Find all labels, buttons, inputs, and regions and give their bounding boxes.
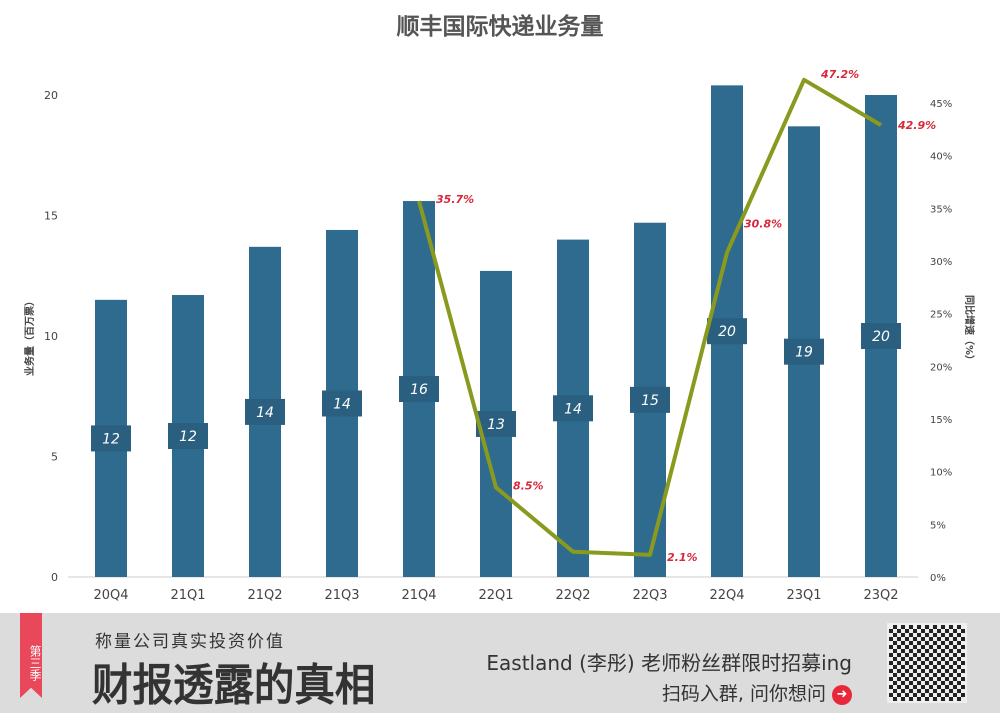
y2-tick-label: 45% [930,99,952,110]
bar-label: 15 [641,393,659,409]
y2-tick-label: 15% [930,415,952,426]
bar-label: 20 [872,329,890,345]
y-tick-label: 15 [44,210,58,223]
y-tick-label: 5 [51,451,58,464]
growth-label: 8.5% [513,479,544,492]
bar-label: 14 [333,396,351,412]
growth-label: 47.2% [820,68,859,81]
promo-banner: 第三季 称量公司真实投资价值 财报透露的真相 Eastland (李彤) 老师粉… [0,613,1000,713]
bar-label-box [707,318,747,345]
scan-text: 扫码入群, 问你想问 ➜ [662,679,852,706]
banner-subtitle: 称量公司真实投资价值 [95,632,285,652]
x-tick-label: 20Q4 [93,588,128,603]
bar-label: 13 [487,417,505,433]
season-ribbon: 第三季 [20,613,42,698]
bar-label: 16 [410,382,428,398]
y2-tick-label: 5% [930,520,946,531]
x-tick-label: 22Q4 [709,588,744,603]
bar-label-box [784,338,824,365]
banner-title: 财报透露的真相 [92,660,376,711]
bar-label-box [861,323,901,349]
bar-label: 12 [102,431,120,447]
bar-label-box [245,398,285,425]
bar-label: 19 [795,345,813,361]
y2-tick-label: 0% [930,573,946,584]
x-tick-label: 23Q1 [786,588,821,603]
growth-label: 30.8% [744,218,782,231]
bar-label: 14 [256,405,274,421]
bar-label: 14 [564,401,582,417]
bar-label-box [168,423,208,450]
x-tick-label: 21Q2 [247,588,282,603]
growth-label: 2.1% [667,551,698,564]
y2-tick-label: 10% [930,468,952,479]
y-axis-label: 业务量（百万票） [23,296,36,376]
x-tick-label: 21Q1 [170,588,205,603]
chart-title: 顺丰国际快递业务量 [397,13,604,40]
x-tick-label: 22Q2 [555,588,590,603]
promo-text: Eastland (李彤) 老师粉丝群限时招募ing [486,651,852,675]
y-tick-label: 20 [44,89,58,102]
arrow-right-icon: ➜ [832,684,852,705]
y2-tick-label: 35% [930,204,952,215]
x-tick-label: 22Q3 [632,588,667,603]
bar-label: 12 [179,429,197,445]
qr-code[interactable] [887,623,967,703]
y2-tick-label: 25% [930,310,952,321]
y2-axis-label: 同比增速（%） [963,295,976,365]
bar-label-box [322,390,362,417]
y2-tick-label: 40% [930,152,952,163]
x-tick-label: 22Q1 [478,588,513,603]
x-tick-label: 23Q2 [863,588,898,603]
bar-label-box [630,386,670,413]
growth-label: 42.9% [897,119,936,132]
x-tick-label: 21Q3 [324,588,359,603]
y-tick-label: 0 [51,571,58,584]
chart: 顺丰国际快递业务量 0 5 10 15 20 0% 5% 10% 15% 20% 25% 30% 35% 4… [23,13,976,603]
y2-tick-label: 30% [930,257,952,268]
bar-label-box [399,376,439,403]
bar-label-box [91,425,131,452]
y-tick-label: 10 [44,330,58,343]
bar-label-box [553,395,593,422]
y2-tick-label: 20% [930,362,952,373]
x-tick-label: 21Q4 [401,588,436,603]
growth-label: 35.7% [436,193,474,206]
bar-label: 20 [718,324,736,340]
scan-label: 扫码入群, 问你想问 [661,683,826,705]
